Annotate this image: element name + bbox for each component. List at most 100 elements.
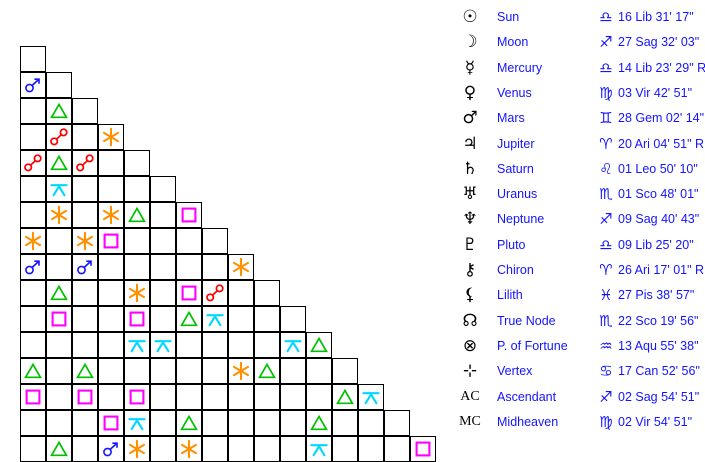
aspect-cell-fortune-truenode[interactable] <box>332 358 358 384</box>
aspect-cell-ascendant-venus[interactable] <box>98 410 124 436</box>
aspect-cell-mars-venus[interactable] <box>98 124 124 150</box>
legend-row-truenode[interactable]: ☊ True Node ♏ 22 Sco 19' 56" <box>455 309 705 333</box>
aspect-cell-neptune-jupiter[interactable] <box>150 228 176 254</box>
aspect-cell-lilith-mercury[interactable] <box>72 306 98 332</box>
aspect-cell-vertex-truenode[interactable] <box>332 384 358 410</box>
aspect-cell-fortune-jupiter[interactable] <box>150 358 176 384</box>
legend-row-sun[interactable]: ☉ Sun ♎ 16 Lib 31' 17" <box>455 5 705 29</box>
aspect-cell-midheaven-uranus[interactable] <box>202 436 228 462</box>
aspect-cell-chiron-venus[interactable] <box>98 280 124 306</box>
aspect-cell-vertex-fortune[interactable] <box>358 384 384 410</box>
aspect-cell-truenode-mercury[interactable] <box>72 332 98 358</box>
aspect-cell-lilith-jupiter[interactable] <box>150 306 176 332</box>
aspect-cell-saturn-jupiter[interactable] <box>150 176 176 202</box>
aspect-cell-truenode-uranus[interactable] <box>202 332 228 358</box>
aspect-cell-pluto-saturn[interactable] <box>176 254 202 280</box>
aspect-cell-midheaven-jupiter[interactable] <box>150 436 176 462</box>
aspect-cell-truenode-venus[interactable] <box>98 332 124 358</box>
legend-row-vertex[interactable]: ⊹ Vertex ♋ 17 Can 52' 56" <box>455 359 705 383</box>
legend-row-pluto[interactable]: ♇ Pluto ♎ 09 Lib 25' 20" <box>455 233 705 257</box>
aspect-cell-vertex-saturn[interactable] <box>176 384 202 410</box>
aspect-cell-vertex-mercury[interactable] <box>72 384 98 410</box>
aspect-cell-midheaven-chiron[interactable] <box>280 436 306 462</box>
aspect-cell-midheaven-sun[interactable] <box>20 436 46 462</box>
aspect-cell-lilith-uranus[interactable] <box>202 306 228 332</box>
aspect-cell-truenode-saturn[interactable] <box>176 332 202 358</box>
aspect-cell-pluto-mars[interactable] <box>124 254 150 280</box>
aspect-cell-pluto-moon[interactable] <box>46 254 72 280</box>
aspect-cell-truenode-jupiter[interactable] <box>150 332 176 358</box>
aspect-cell-vertex-pluto[interactable] <box>254 384 280 410</box>
aspect-cell-pluto-venus[interactable] <box>98 254 124 280</box>
aspect-cell-saturn-mars[interactable] <box>124 176 150 202</box>
aspect-cell-fortune-mercury[interactable] <box>72 358 98 384</box>
legend-row-venus[interactable]: ♀ Venus ♍ 03 Vir 42' 51" <box>455 81 705 105</box>
aspect-cell-lilith-moon[interactable] <box>46 306 72 332</box>
aspect-cell-lilith-mars[interactable] <box>124 306 150 332</box>
aspect-cell-midheaven-fortune[interactable] <box>358 436 384 462</box>
aspect-cell-lilith-sun[interactable] <box>20 306 46 332</box>
aspect-cell-fortune-sun[interactable] <box>20 358 46 384</box>
aspect-cell-ascendant-sun[interactable] <box>20 410 46 436</box>
aspect-cell-lilith-venus[interactable] <box>98 306 124 332</box>
aspect-cell-ascendant-jupiter[interactable] <box>150 410 176 436</box>
aspect-cell-saturn-sun[interactable] <box>20 176 46 202</box>
legend-row-fortune[interactable]: ⊗ P. of Fortune ♒ 13 Aqu 55' 38" <box>455 334 705 358</box>
aspect-cell-vertex-uranus[interactable] <box>202 384 228 410</box>
legend-row-neptune[interactable]: ♆ Neptune ♐ 09 Sag 40' 43" <box>455 207 705 231</box>
aspect-cell-midheaven-venus[interactable] <box>98 436 124 462</box>
aspect-cell-uranus-jupiter[interactable] <box>150 202 176 228</box>
aspect-cell-neptune-moon[interactable] <box>46 228 72 254</box>
aspect-cell-lilith-pluto[interactable] <box>254 306 280 332</box>
aspect-cell-ascendant-vertex[interactable] <box>384 410 410 436</box>
aspect-cell-midheaven-neptune[interactable] <box>228 436 254 462</box>
aspect-cell-vertex-neptune[interactable] <box>228 384 254 410</box>
aspect-cell-uranus-sun[interactable] <box>20 202 46 228</box>
aspect-cell-fortune-lilith[interactable] <box>306 358 332 384</box>
aspect-cell-jupiter-mars[interactable] <box>124 150 150 176</box>
aspect-cell-midheaven-pluto[interactable] <box>254 436 280 462</box>
aspect-cell-chiron-saturn[interactable] <box>176 280 202 306</box>
aspect-cell-truenode-mars[interactable] <box>124 332 150 358</box>
aspect-cell-jupiter-sun[interactable] <box>20 150 46 176</box>
legend-row-mars[interactable]: ♂ Mars ♊ 28 Gem 02' 14" <box>455 106 705 130</box>
aspect-cell-pluto-jupiter[interactable] <box>150 254 176 280</box>
aspect-cell-pluto-sun[interactable] <box>20 254 46 280</box>
aspect-cell-lilith-neptune[interactable] <box>228 306 254 332</box>
aspect-cell-chiron-mars[interactable] <box>124 280 150 306</box>
aspect-cell-truenode-lilith[interactable] <box>306 332 332 358</box>
aspect-cell-jupiter-moon[interactable] <box>46 150 72 176</box>
legend-row-chiron[interactable]: ⚷ Chiron ♈ 26 Ari 17' 01" R <box>455 258 705 282</box>
aspect-cell-ascendant-uranus[interactable] <box>202 410 228 436</box>
aspect-cell-uranus-mars[interactable] <box>124 202 150 228</box>
aspect-cell-midheaven-vertex[interactable] <box>384 436 410 462</box>
aspect-cell-fortune-uranus[interactable] <box>202 358 228 384</box>
aspect-cell-mercury-moon[interactable] <box>46 72 72 98</box>
aspect-cell-neptune-mars[interactable] <box>124 228 150 254</box>
aspect-cell-venus-sun[interactable] <box>20 98 46 124</box>
aspect-cell-fortune-venus[interactable] <box>98 358 124 384</box>
aspect-cell-truenode-pluto[interactable] <box>254 332 280 358</box>
aspect-cell-midheaven-ascendant[interactable] <box>410 436 436 462</box>
aspect-cell-neptune-mercury[interactable] <box>72 228 98 254</box>
aspect-cell-truenode-sun[interactable] <box>20 332 46 358</box>
aspect-cell-midheaven-mercury[interactable] <box>72 436 98 462</box>
aspect-cell-lilith-saturn[interactable] <box>176 306 202 332</box>
aspect-cell-fortune-mars[interactable] <box>124 358 150 384</box>
aspect-cell-vertex-chiron[interactable] <box>280 384 306 410</box>
aspect-cell-chiron-pluto[interactable] <box>254 280 280 306</box>
aspect-cell-vertex-moon[interactable] <box>46 384 72 410</box>
legend-row-midheaven[interactable]: MC Midheaven ♍ 02 Vir 54' 51" <box>455 410 705 434</box>
aspect-cell-uranus-moon[interactable] <box>46 202 72 228</box>
aspect-cell-lilith-chiron[interactable] <box>280 306 306 332</box>
aspect-cell-midheaven-moon[interactable] <box>46 436 72 462</box>
aspect-cell-mars-sun[interactable] <box>20 124 46 150</box>
aspect-cell-venus-mercury[interactable] <box>72 98 98 124</box>
aspect-cell-vertex-sun[interactable] <box>20 384 46 410</box>
aspect-cell-neptune-saturn[interactable] <box>176 228 202 254</box>
aspect-cell-chiron-sun[interactable] <box>20 280 46 306</box>
aspect-cell-neptune-venus[interactable] <box>98 228 124 254</box>
aspect-cell-fortune-moon[interactable] <box>46 358 72 384</box>
aspect-cell-vertex-venus[interactable] <box>98 384 124 410</box>
legend-row-moon[interactable]: ☽ Moon ♐ 27 Sag 32' 03" <box>455 30 705 54</box>
